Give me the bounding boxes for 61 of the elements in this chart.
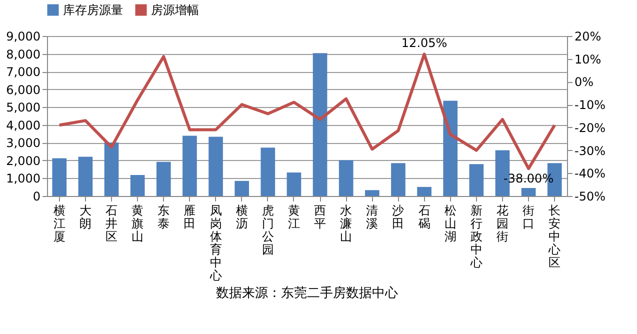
legend-label: 房源增幅 — [151, 3, 199, 17]
source-note: 数据来源：东莞二手房数据中心 — [216, 285, 398, 301]
line-series — [58, 52, 556, 170]
x-tick-label: 石井区 — [106, 204, 118, 244]
y2-tick-label: -30% — [574, 144, 606, 158]
y2-tick-label: -40% — [574, 166, 606, 181]
x-tick-label: 石碣 — [417, 204, 430, 230]
bar — [104, 142, 119, 196]
bar — [391, 163, 406, 196]
y-tick-label: 2,000 — [6, 154, 40, 168]
x-tick-label: 黄旗山 — [132, 204, 144, 244]
x-tick-label: 横江厦 — [53, 204, 66, 244]
bar — [208, 136, 223, 196]
x-tick-label: 雁田 — [184, 204, 196, 230]
y2-tick-label: -10% — [574, 98, 606, 112]
x-tick-label: 横沥 — [236, 204, 248, 230]
x-tick-label: 水濂山 — [340, 204, 352, 244]
bar — [234, 180, 250, 196]
y-tick-label: 5,000 — [6, 100, 40, 115]
x-tick-label: 东泰 — [158, 204, 170, 230]
y-tick-label: 4,000 — [6, 118, 40, 132]
bar — [52, 158, 67, 196]
bar — [286, 172, 302, 196]
x-tick-label: 长安中心区 — [548, 204, 561, 270]
bar — [469, 164, 484, 196]
x-tick-label: 西平 — [314, 204, 326, 230]
y2-tick-label: 0% — [574, 75, 594, 90]
x-tick-label: 松山湖 — [444, 204, 456, 244]
y-tick-label: 7,000 — [6, 65, 40, 80]
bar — [130, 175, 145, 196]
x-tick-label: 新行政中心 — [469, 204, 482, 270]
y2-tick-label: -50% — [574, 190, 606, 204]
bar — [417, 186, 432, 196]
x-tick-label: 虎门公园 — [262, 204, 274, 256]
x-tick-label: 大朗 — [79, 204, 92, 230]
y-tick-label: 1,000 — [6, 172, 40, 186]
x-tick-label: 街口 — [522, 204, 535, 230]
y-tick-label: 9,000 — [6, 30, 40, 44]
data-label: 12.05% — [401, 36, 448, 50]
bar — [364, 190, 380, 196]
y2-tick-label: 10% — [574, 52, 602, 66]
bar — [260, 148, 276, 196]
y-tick-label: 6,000 — [6, 82, 40, 97]
y-tick-label: 0 — [32, 190, 40, 204]
y-tick-label: 3,000 — [6, 136, 40, 150]
y-tick-label: 8,000 — [6, 47, 40, 62]
bar — [338, 160, 354, 196]
x-tick-label: 花园街 — [496, 204, 508, 244]
bar — [521, 188, 536, 196]
bar — [182, 136, 197, 196]
bar — [312, 53, 328, 196]
y2-tick-label: 20% — [574, 30, 602, 44]
x-tick-label: 凤岗体育中心 — [208, 204, 222, 282]
x-tick-label: 清溪 — [366, 204, 378, 230]
x-tick-label: 黄江 — [288, 204, 300, 230]
bar — [78, 156, 93, 196]
x-tick-label: 沙田 — [392, 204, 404, 230]
legend-label: 库存房源量 — [63, 3, 123, 17]
bar — [443, 100, 458, 196]
bar — [156, 162, 171, 196]
y2-tick-label: -20% — [574, 120, 606, 135]
